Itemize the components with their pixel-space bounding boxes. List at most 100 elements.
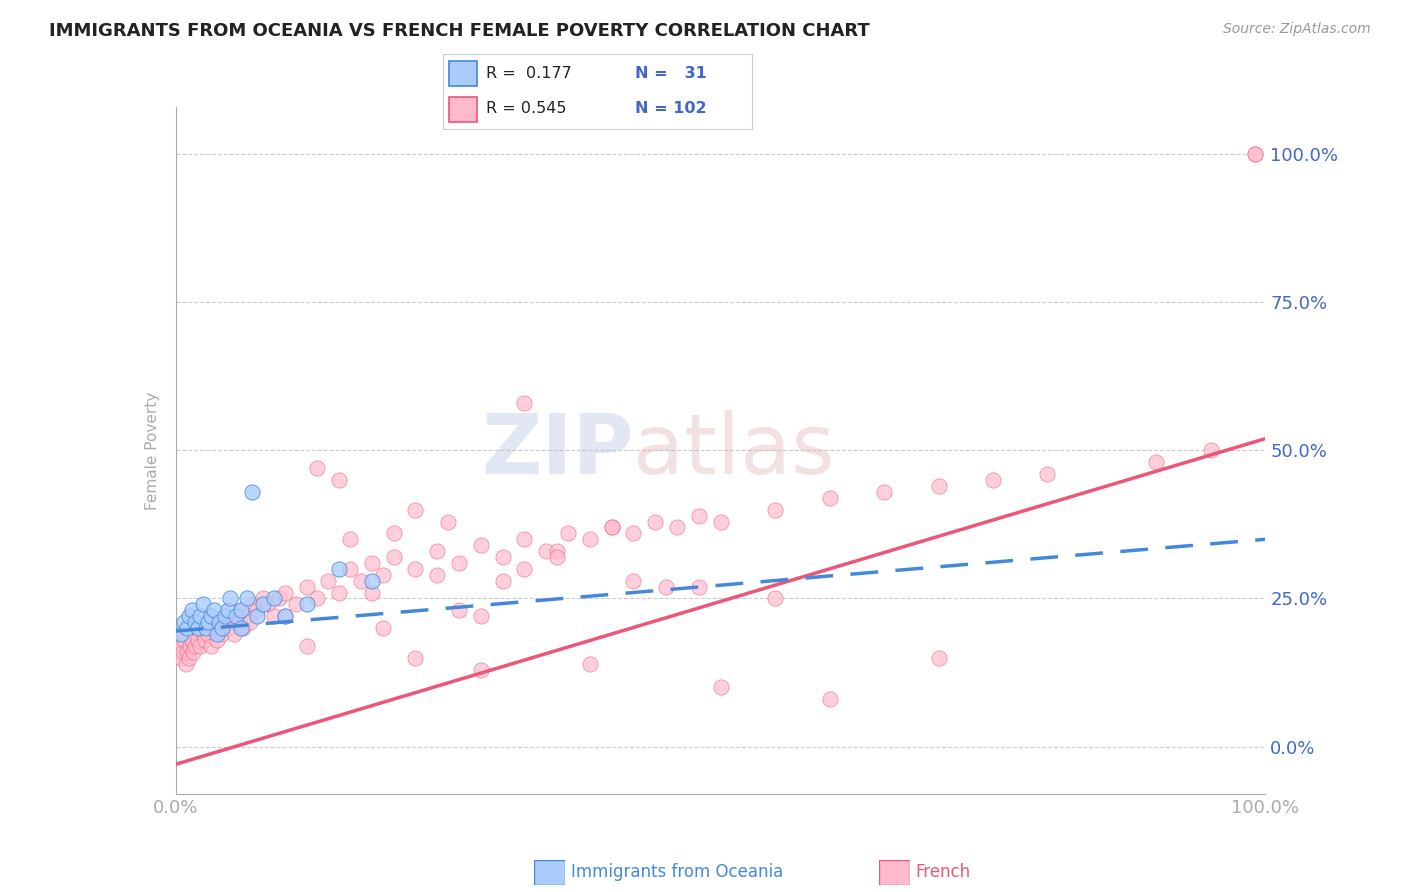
Point (644, 515, 666, 529)
Point (195, 621, 218, 635)
Point (239, 615, 262, 630)
Text: R = 0.545: R = 0.545 (486, 102, 567, 116)
Point (176, 621, 198, 635)
Text: IMMIGRANTS FROM OCEANIA VS FRENCH FEMALE POVERTY CORRELATION CHART: IMMIGRANTS FROM OCEANIA VS FRENCH FEMALE… (49, 22, 870, 40)
Point (513, 533, 536, 547)
Point (231, 603, 253, 617)
Point (437, 515, 460, 529)
Point (186, 621, 209, 635)
Point (252, 591, 274, 606)
Point (600, 520, 623, 534)
Point (231, 603, 253, 617)
Point (470, 663, 492, 677)
Point (579, 533, 602, 547)
Bar (449, 62, 477, 87)
Point (710, 515, 733, 529)
Point (492, 574, 515, 588)
Point (534, 544, 557, 558)
Point (263, 609, 285, 624)
Point (263, 591, 285, 606)
Point (186, 632, 209, 647)
Point (470, 538, 492, 552)
Point (269, 591, 291, 606)
Point (214, 609, 236, 624)
Point (191, 598, 214, 612)
Point (188, 609, 211, 624)
Point (688, 580, 710, 594)
Point (217, 621, 239, 635)
Point (307, 461, 329, 475)
Point (470, 609, 492, 624)
Point (228, 615, 250, 630)
Point (360, 585, 382, 599)
Point (1243, 147, 1265, 161)
Point (382, 526, 405, 541)
Point (181, 632, 204, 647)
Point (257, 598, 280, 612)
Point (188, 639, 211, 653)
Point (621, 574, 644, 588)
Point (211, 621, 233, 635)
Point (339, 533, 361, 547)
Point (318, 574, 340, 588)
Point (177, 650, 200, 665)
Point (240, 484, 263, 499)
Point (197, 615, 219, 630)
Point (328, 562, 350, 576)
Point (546, 549, 568, 564)
Point (202, 603, 225, 617)
Text: Source: ZipAtlas.com: Source: ZipAtlas.com (1223, 22, 1371, 37)
Point (217, 603, 239, 617)
Point (284, 598, 307, 612)
Point (1199, 443, 1222, 458)
Point (274, 609, 297, 624)
Text: N = 102: N = 102 (634, 102, 706, 116)
Point (328, 473, 350, 487)
Text: R =  0.177: R = 0.177 (486, 67, 572, 81)
Point (205, 632, 228, 647)
Text: ZIP: ZIP (481, 410, 633, 491)
Point (492, 549, 515, 564)
Point (818, 491, 841, 505)
Point (666, 520, 689, 534)
Point (172, 645, 194, 659)
Point (405, 502, 427, 516)
Point (447, 603, 470, 617)
Point (173, 632, 195, 647)
Point (200, 639, 222, 653)
Point (513, 396, 536, 410)
Point (173, 615, 195, 630)
Point (405, 650, 427, 665)
Point (222, 627, 245, 641)
Point (405, 562, 427, 576)
Text: French: French (915, 863, 970, 881)
Point (208, 615, 231, 630)
Point (426, 544, 449, 558)
Point (295, 580, 318, 594)
Point (181, 603, 204, 617)
Point (202, 621, 225, 635)
Text: N =   31: N = 31 (634, 67, 706, 81)
Point (219, 615, 242, 630)
Point (873, 484, 896, 499)
Bar (449, 96, 477, 122)
Text: atlas: atlas (633, 410, 835, 491)
Point (818, 692, 841, 706)
Point (426, 567, 449, 582)
Point (928, 479, 950, 493)
Point (339, 562, 361, 576)
Point (295, 598, 318, 612)
Point (600, 520, 623, 534)
Point (546, 544, 568, 558)
Point (205, 627, 228, 641)
Point (557, 526, 579, 541)
Point (211, 627, 233, 641)
Y-axis label: Female Poverty: Female Poverty (145, 392, 160, 509)
Point (360, 574, 382, 588)
Point (655, 580, 678, 594)
Point (219, 591, 242, 606)
Point (1036, 467, 1059, 482)
Point (360, 556, 382, 570)
Point (274, 585, 297, 599)
Point (208, 615, 231, 630)
